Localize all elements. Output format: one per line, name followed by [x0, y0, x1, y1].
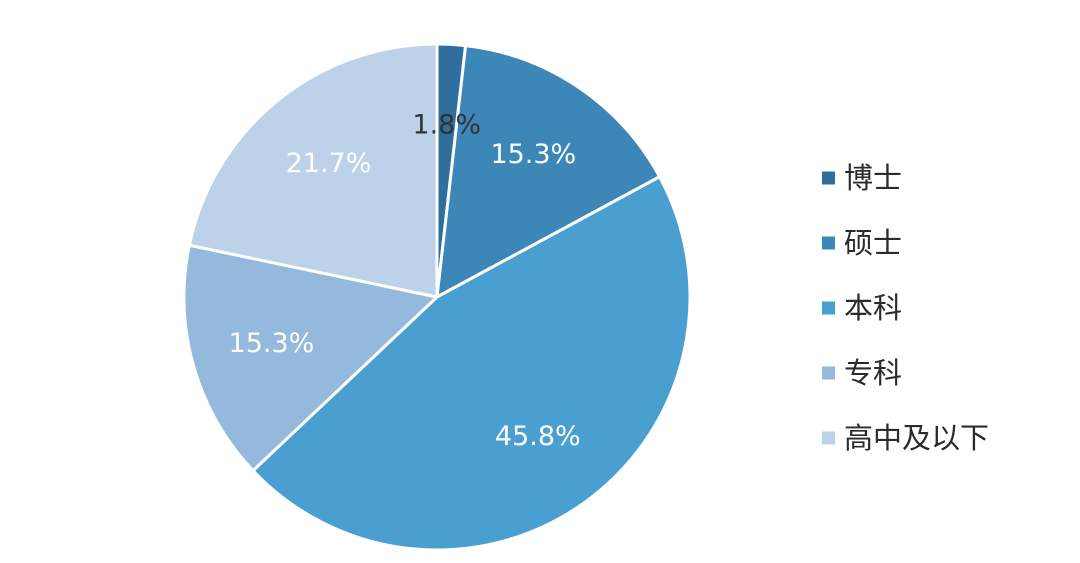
slice-label-3: 45.8%	[495, 421, 581, 452]
legend-swatch-2	[822, 236, 835, 250]
legend-label-5: 高中及以下	[844, 421, 989, 455]
legend-item-5: 高中及以下	[822, 421, 989, 455]
legend-item-2: 硕士	[822, 226, 902, 260]
pie-slice-5	[187, 42, 439, 299]
pie-slice-2	[435, 44, 662, 299]
pie-slice-4	[182, 243, 439, 473]
legend-label-2: 硕士	[844, 226, 902, 260]
legend-swatch-4	[822, 366, 835, 380]
slice-label-2: 15.3%	[490, 139, 576, 170]
legend-swatch-5	[822, 431, 835, 445]
legend-label-4: 专科	[844, 356, 902, 390]
slice-label-5: 21.7%	[286, 148, 372, 179]
legend-item-4: 专科	[822, 356, 902, 390]
legend-item-3: 本科	[822, 291, 902, 325]
pie-slice-3	[251, 175, 692, 552]
legend-item-1: 博士	[822, 161, 902, 195]
pie-slice-labels: 1.8% 15.3% 45.8% 15.3% 21.7%	[229, 110, 581, 452]
legend-swatch-3	[822, 301, 835, 315]
slice-label-4: 15.3%	[229, 328, 315, 359]
legend-label-1: 博士	[844, 161, 902, 195]
pie-slices	[182, 42, 692, 552]
slice-label-1: 1.8%	[412, 110, 481, 141]
legend-swatch-1	[822, 171, 835, 185]
legend-label-3: 本科	[844, 291, 902, 325]
